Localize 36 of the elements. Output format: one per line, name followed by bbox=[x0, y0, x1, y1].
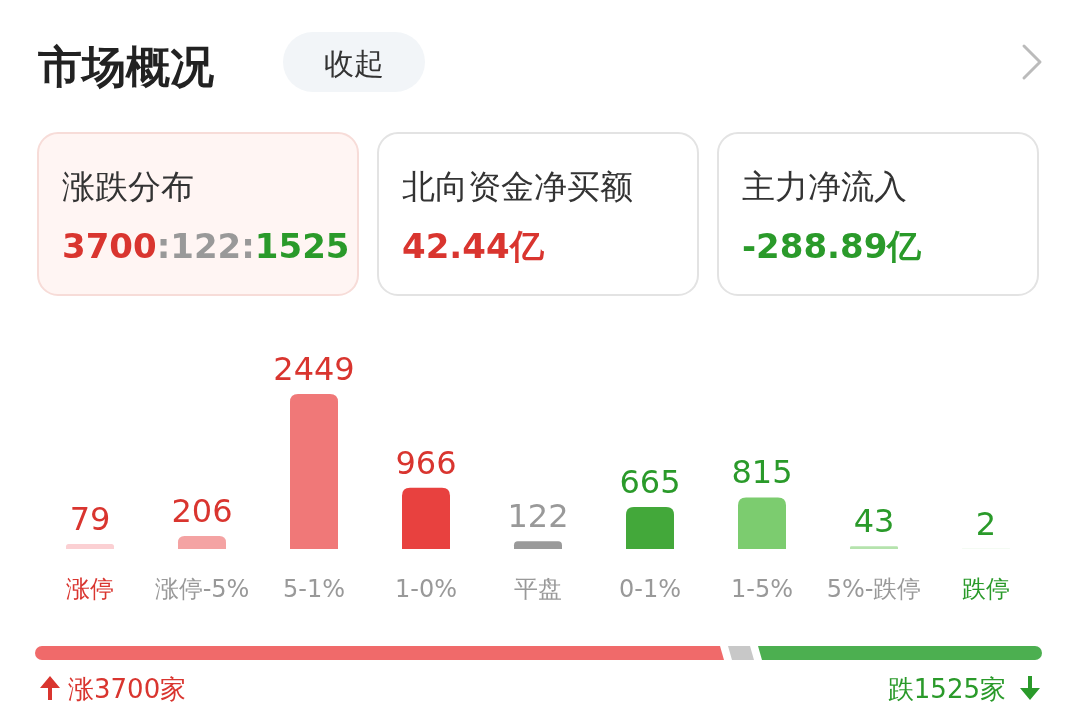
data-label: 2 bbox=[975, 504, 997, 543]
data-label: 815 bbox=[731, 453, 793, 492]
bar bbox=[290, 394, 338, 549]
text: 42.44亿 bbox=[402, 226, 545, 266]
bar bbox=[738, 497, 786, 549]
x-tick-label: 5%-跌停 bbox=[826, 575, 922, 603]
x-tick-label: 涨停-5% bbox=[154, 575, 250, 603]
data-label: 2449 bbox=[273, 350, 355, 388]
text: 3700:122:1525 bbox=[62, 226, 350, 266]
x-tick-label: 跌停 bbox=[962, 575, 1010, 603]
x-tick-label: 涨停 bbox=[66, 575, 114, 603]
data-label: 79 bbox=[69, 500, 111, 538]
bar bbox=[514, 541, 562, 549]
data-label: 122 bbox=[507, 497, 569, 536]
text: -288.89亿 bbox=[742, 226, 923, 266]
x-tick-label: 0-1% bbox=[618, 575, 682, 603]
data-label: 665 bbox=[619, 462, 681, 501]
bar bbox=[178, 535, 226, 549]
text: 主力净流入 bbox=[742, 167, 907, 206]
bar bbox=[850, 546, 898, 549]
text: 市场概况 bbox=[38, 41, 214, 92]
data-label: 43 bbox=[853, 502, 895, 541]
text: 跌1525家 bbox=[887, 674, 1006, 704]
bar bbox=[66, 544, 114, 549]
data-label: 966 bbox=[395, 443, 457, 482]
x-tick-label: 1-0% bbox=[394, 575, 458, 603]
text: 收起 bbox=[324, 46, 384, 81]
text: 北向资金净买额 bbox=[402, 167, 633, 206]
x-tick-label: 1-5% bbox=[730, 575, 794, 603]
data-label: 206 bbox=[171, 491, 233, 530]
bar bbox=[402, 487, 450, 549]
x-tick-label: 平盘 bbox=[514, 575, 562, 603]
text: 涨跌分布 bbox=[62, 167, 194, 206]
text: 涨3700家 bbox=[68, 674, 187, 704]
x-tick-label: 5-1% bbox=[282, 575, 346, 603]
bar bbox=[626, 506, 674, 549]
